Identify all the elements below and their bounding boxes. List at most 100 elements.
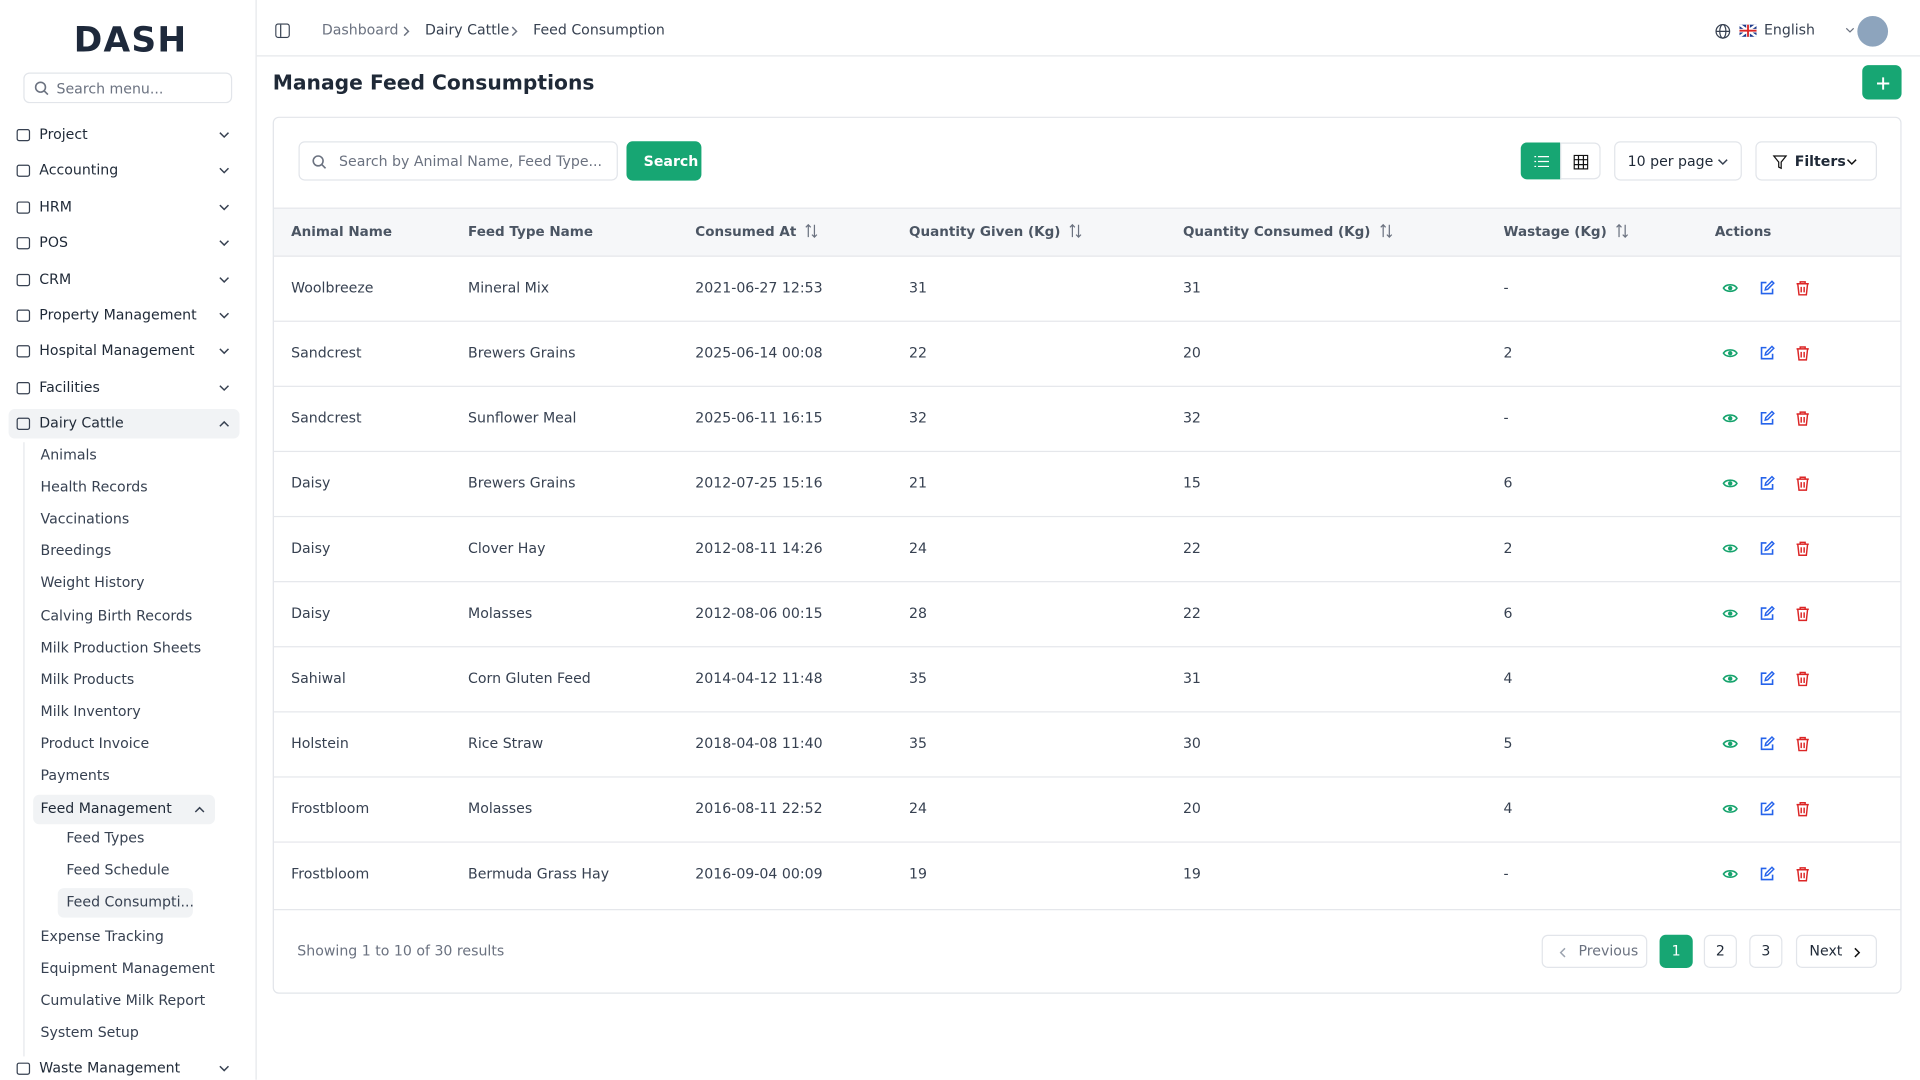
- table-cell: 2012-08-11 14:26: [695, 539, 823, 557]
- table-cell: Frostbloom: [291, 864, 370, 882]
- sidebar-toggle[interactable]: [275, 23, 290, 39]
- delete-action[interactable]: [1795, 540, 1811, 556]
- delete-action[interactable]: [1795, 475, 1811, 491]
- submenu-item[interactable]: Calving Birth Records: [40, 606, 193, 624]
- menu-item[interactable]: HRM: [39, 197, 72, 215]
- list-view[interactable]: [1520, 142, 1562, 180]
- table-cell: 4: [1503, 669, 1513, 687]
- menu-item[interactable]: Project: [39, 125, 88, 143]
- edit-action[interactable]: [1759, 605, 1775, 622]
- grid-icon: [1573, 154, 1589, 170]
- menu-item[interactable]: Hospital Management: [39, 341, 195, 360]
- submenu-item[interactable]: Breedings: [40, 542, 112, 560]
- previous-button[interactable]: Previous: [1541, 934, 1648, 968]
- submenu-item[interactable]: Cumulative Milk Report: [40, 991, 206, 1009]
- edit-action[interactable]: [1759, 735, 1775, 752]
- list-icon: [1534, 156, 1550, 168]
- delete-action[interactable]: [1795, 801, 1811, 817]
- active-item-bg: [57, 888, 193, 918]
- column-header: Feed Type Name: [468, 223, 594, 240]
- submenu-item[interactable]: Weight History: [40, 574, 145, 592]
- page-button[interactable]: 2: [1703, 934, 1737, 968]
- table-cell: 2012-08-06 00:15: [695, 604, 823, 622]
- submenu-item[interactable]: Milk Production Sheets: [40, 638, 202, 656]
- edit-action[interactable]: [1759, 670, 1775, 687]
- view-action[interactable]: [1722, 736, 1738, 752]
- active-module-bg: [8, 409, 240, 439]
- submenu-item[interactable]: Milk Inventory: [40, 702, 141, 720]
- edit-action[interactable]: [1759, 475, 1775, 491]
- view-action[interactable]: [1722, 475, 1738, 491]
- table-cell: 15: [1182, 474, 1201, 492]
- view-action[interactable]: [1722, 801, 1738, 817]
- submenu-item[interactable]: Animals: [40, 445, 97, 464]
- view-action[interactable]: [1722, 280, 1738, 296]
- delete-action[interactable]: [1795, 671, 1811, 687]
- delete-action[interactable]: [1795, 280, 1811, 296]
- per-page[interactable]: 10 per page: [1614, 141, 1742, 181]
- submenu-item[interactable]: Feed Schedule: [66, 861, 170, 879]
- grid-view[interactable]: [1560, 142, 1601, 180]
- search-icon: [312, 155, 327, 169]
- language[interactable]: English: [1763, 20, 1815, 39]
- edit-action[interactable]: [1759, 345, 1775, 361]
- submenu-item[interactable]: Milk Products: [40, 670, 135, 688]
- breadcrumb[interactable]: Dashboard: [321, 20, 399, 39]
- submenu-item[interactable]: Feed Types: [66, 829, 145, 847]
- view-action[interactable]: [1722, 410, 1738, 426]
- edit-action[interactable]: [1759, 540, 1775, 556]
- edit-action[interactable]: [1759, 866, 1775, 882]
- submenu-item[interactable]: Feed Consumpti...: [66, 893, 194, 911]
- edit-action[interactable]: [1759, 280, 1775, 296]
- menu-item[interactable]: CRM: [39, 269, 72, 287]
- delete-action[interactable]: [1795, 736, 1811, 752]
- delete-action[interactable]: [1795, 345, 1811, 361]
- delete-action[interactable]: [1795, 410, 1811, 426]
- table-cell: 2025-06-11 16:15: [695, 409, 823, 427]
- table-cell: 31: [1182, 669, 1201, 687]
- menu-item[interactable]: Property Management: [39, 305, 197, 324]
- submenu-item[interactable]: Feed Management: [40, 799, 172, 817]
- menu-item[interactable]: Dairy Cattle: [39, 413, 124, 432]
- delete-action[interactable]: [1795, 866, 1811, 882]
- edit-action[interactable]: [1759, 410, 1775, 426]
- view-action[interactable]: [1722, 671, 1738, 687]
- menu-search[interactable]: Search menu...: [23, 72, 233, 104]
- submenu-item[interactable]: Health Records: [40, 477, 148, 496]
- results-summary: Showing 1 to 10 of 30 results: [297, 942, 505, 960]
- edit-action[interactable]: [1759, 801, 1775, 817]
- submenu-item[interactable]: System Setup: [40, 1023, 139, 1041]
- add-button[interactable]: [1862, 65, 1902, 100]
- submenu-item[interactable]: Equipment Management: [40, 959, 215, 977]
- avatar[interactable]: [1857, 15, 1889, 47]
- menu-item[interactable]: POS: [39, 233, 68, 251]
- submenu-item[interactable]: Product Invoice: [40, 734, 150, 752]
- next-button[interactable]: Next: [1795, 934, 1877, 968]
- submenu-item[interactable]: Vaccinations: [40, 510, 130, 528]
- view-action[interactable]: [1722, 866, 1738, 882]
- submenu-item[interactable]: Expense Tracking: [40, 927, 164, 945]
- view-action[interactable]: [1722, 606, 1738, 622]
- breadcrumb-separator: [511, 26, 518, 37]
- menu-icon: [16, 417, 31, 430]
- table-row: [273, 320, 1901, 387]
- page-title: Manage Feed Consumptions: [272, 71, 595, 95]
- submenu-item[interactable]: Payments: [40, 766, 110, 784]
- filters-button[interactable]: Filters: [1755, 141, 1877, 181]
- table-search[interactable]: Search by Animal Name, Feed Type...: [298, 141, 618, 181]
- menu-item[interactable]: Waste Management: [39, 1058, 181, 1077]
- breadcrumb[interactable]: Dairy Cattle: [425, 20, 510, 39]
- table-cell: 31: [1182, 278, 1201, 297]
- page-button[interactable]: 1: [1659, 934, 1693, 968]
- view-action[interactable]: [1722, 540, 1738, 556]
- view-action[interactable]: [1722, 345, 1738, 361]
- menu-icon: [16, 381, 31, 395]
- menu-item[interactable]: Facilities: [39, 378, 100, 396]
- menu-search-placeholder: Search menu...: [56, 79, 164, 98]
- search-button[interactable]: Search: [626, 141, 702, 181]
- chevron: [1846, 159, 1857, 166]
- delete-action[interactable]: [1795, 606, 1811, 622]
- page-button[interactable]: 3: [1749, 934, 1783, 968]
- menu-item[interactable]: Accounting: [39, 161, 119, 179]
